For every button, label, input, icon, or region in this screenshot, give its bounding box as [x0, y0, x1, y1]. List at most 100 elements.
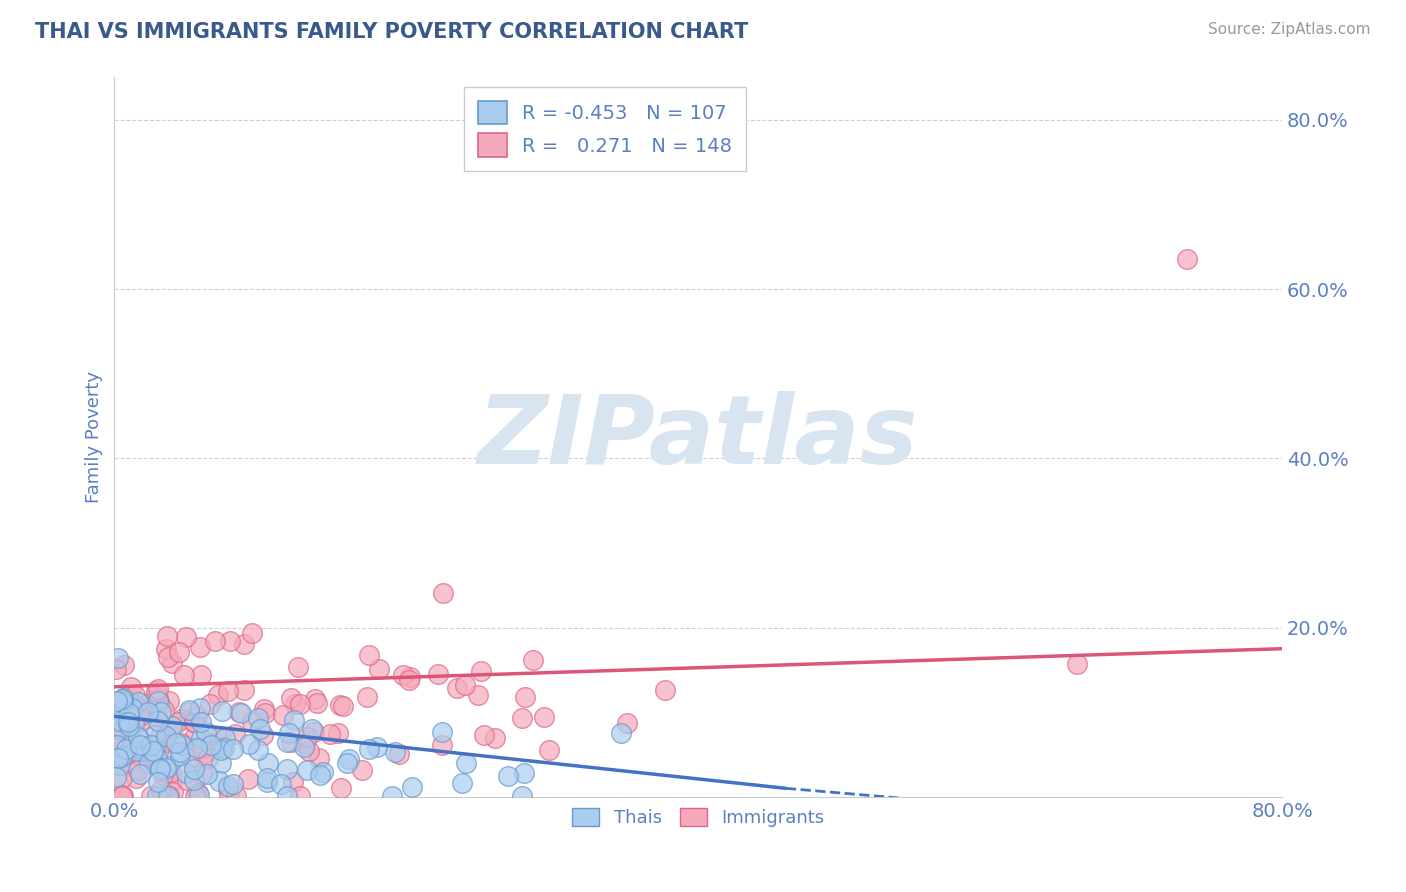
- Point: [162, 785, 184, 799]
- Point: [287, 660, 309, 674]
- Point: [1066, 657, 1088, 671]
- Point: [474, 728, 496, 742]
- Point: [533, 710, 555, 724]
- Point: [195, 766, 218, 780]
- Point: [156, 629, 179, 643]
- Point: [174, 630, 197, 644]
- Point: [398, 673, 420, 687]
- Point: [117, 715, 139, 730]
- Point: [186, 708, 208, 723]
- Point: [187, 789, 209, 803]
- Point: [150, 705, 173, 719]
- Point: [381, 789, 404, 803]
- Point: [115, 747, 138, 761]
- Point: [139, 789, 162, 803]
- Point: [146, 709, 169, 723]
- Point: [184, 789, 207, 803]
- Point: [148, 775, 170, 789]
- Point: [191, 747, 214, 761]
- Point: [326, 725, 349, 739]
- Point: [127, 763, 149, 777]
- Point: [231, 706, 253, 721]
- Point: [240, 625, 263, 640]
- Point: [157, 759, 180, 773]
- Point: [155, 729, 177, 743]
- Point: [112, 789, 135, 803]
- Point: [105, 738, 128, 752]
- Point: [177, 703, 200, 717]
- Point: [308, 751, 330, 765]
- Point: [110, 723, 132, 737]
- Point: [191, 740, 214, 755]
- Point: [270, 776, 292, 790]
- Point: [169, 645, 191, 659]
- Point: [388, 747, 411, 762]
- Point: [121, 736, 143, 750]
- Point: [384, 745, 406, 759]
- Point: [129, 738, 152, 752]
- Point: [160, 774, 183, 789]
- Point: [112, 749, 135, 764]
- Point: [356, 690, 378, 705]
- Point: [159, 764, 181, 779]
- Point: [124, 747, 146, 762]
- Point: [188, 640, 211, 654]
- Point: [107, 757, 129, 772]
- Point: [281, 774, 304, 789]
- Point: [307, 696, 329, 710]
- Point: [430, 738, 453, 752]
- Point: [127, 740, 149, 755]
- Point: [309, 768, 332, 782]
- Point: [146, 700, 169, 714]
- Point: [297, 763, 319, 777]
- Point: [125, 771, 148, 785]
- Point: [217, 781, 239, 796]
- Point: [145, 753, 167, 767]
- Point: [256, 771, 278, 785]
- Point: [112, 658, 135, 673]
- Point: [105, 662, 128, 676]
- Point: [136, 697, 159, 711]
- Point: [194, 725, 217, 739]
- Point: [616, 716, 638, 731]
- Point: [190, 731, 212, 745]
- Point: [211, 704, 233, 718]
- Point: [118, 708, 141, 723]
- Legend: Thais, Immigrants: Thais, Immigrants: [565, 801, 832, 835]
- Text: THAI VS IMMIGRANTS FAMILY POVERTY CORRELATION CHART: THAI VS IMMIGRANTS FAMILY POVERTY CORREL…: [35, 22, 748, 42]
- Point: [146, 714, 169, 728]
- Point: [107, 694, 129, 708]
- Point: [131, 752, 153, 766]
- Point: [252, 729, 274, 743]
- Point: [108, 757, 131, 772]
- Point: [470, 664, 492, 678]
- Point: [167, 714, 190, 729]
- Point: [276, 735, 298, 749]
- Point: [276, 762, 298, 776]
- Point: [446, 681, 468, 696]
- Point: [401, 780, 423, 795]
- Point: [146, 751, 169, 765]
- Point: [212, 739, 235, 754]
- Point: [155, 761, 177, 775]
- Point: [337, 752, 360, 766]
- Point: [107, 751, 129, 765]
- Point: [143, 728, 166, 742]
- Point: [238, 772, 260, 787]
- Point: [197, 751, 219, 765]
- Point: [127, 695, 149, 709]
- Point: [104, 770, 127, 784]
- Point: [426, 667, 449, 681]
- Point: [240, 714, 263, 729]
- Point: [183, 714, 205, 729]
- Point: [183, 729, 205, 743]
- Point: [129, 732, 152, 747]
- Point: [217, 779, 239, 793]
- Point: [288, 789, 311, 803]
- Point: [332, 698, 354, 713]
- Point: [121, 701, 143, 715]
- Point: [131, 743, 153, 757]
- Point: [129, 709, 152, 723]
- Point: [224, 727, 246, 741]
- Point: [127, 730, 149, 744]
